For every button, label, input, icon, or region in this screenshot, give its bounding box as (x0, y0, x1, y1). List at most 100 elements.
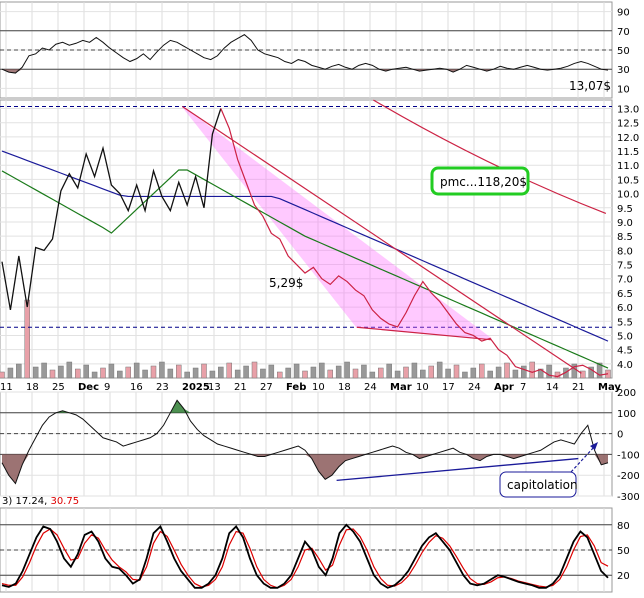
y-tick-cci: 100 (617, 409, 636, 420)
x-tick-label: 7 (520, 382, 526, 393)
x-tick-label: 18 (338, 382, 351, 393)
y-tick-rsi: 50 (617, 46, 630, 57)
y-tick-rsi: 30 (617, 65, 630, 76)
x-tick-label: 27 (260, 382, 273, 393)
y-tick-price: 6.0 (617, 303, 633, 314)
volume-bar (319, 362, 325, 379)
capitolation-arrowhead (590, 442, 598, 450)
volume-bar (75, 368, 81, 379)
volume-bar (428, 365, 434, 379)
volume-bar (24, 299, 30, 379)
volume-bar (588, 366, 594, 379)
volume-bar (16, 363, 22, 379)
x-tick-label: 10 (312, 382, 325, 393)
y-tick-price: 5.0 (617, 331, 633, 342)
volume-bar (403, 366, 409, 379)
price-panel (0, 99, 612, 379)
x-tick-label: 21 (572, 382, 585, 393)
volume-bar (335, 365, 342, 379)
x-tick-label: Mar (390, 382, 412, 393)
price-529-label: 5,29$ (269, 276, 303, 290)
volume-bar (58, 365, 64, 379)
y-tick-rsi: 90 (617, 8, 630, 19)
volume-bar (504, 362, 510, 379)
stoch-k-value: 17.24 (15, 496, 44, 507)
y-tick-cci: -200 (617, 471, 640, 482)
volume-bar (218, 366, 224, 379)
volume-bar (32, 366, 39, 379)
y-tick-price: 10.5 (617, 175, 639, 186)
volume-bar (49, 369, 56, 379)
y-tick-price: 8.0 (617, 246, 633, 257)
y-tick-price: 12.0 (617, 133, 639, 144)
stoch-k-line (1, 523, 609, 589)
x-tick-label: 21 (234, 382, 247, 393)
y-tick-price: 10.0 (617, 190, 639, 201)
pmc-box (430, 166, 530, 196)
y-tick-price: 4.0 (617, 360, 633, 371)
volume-bar (479, 363, 485, 379)
volume-bar (234, 369, 241, 379)
volume-bar (100, 367, 106, 379)
x-tick-label: 11 (0, 382, 13, 393)
y-tick-price: 7.5 (617, 261, 633, 272)
axis-layer: 907050301013.012.512.011.511.010.510.09.… (0, 8, 640, 583)
volume-bar (462, 371, 468, 379)
y-tick-stoch: 50 (617, 546, 630, 557)
y-tick-price: 12.5 (617, 119, 639, 130)
x-tick-label: 25 (52, 382, 65, 393)
volume-bar (293, 363, 300, 379)
y-tick-price: 11.0 (617, 161, 639, 172)
volume-bar (243, 365, 249, 379)
volume-bar (420, 369, 426, 379)
stochastic-panel (1, 523, 609, 589)
y-tick-price: 9.0 (617, 218, 633, 229)
volume-bar (546, 364, 552, 379)
volume-bar (378, 367, 384, 379)
y-tick-cci: 200 (617, 388, 636, 399)
y-tick-rsi: 10 (617, 84, 630, 95)
volume-bar (310, 366, 317, 379)
volume-bar (133, 362, 140, 379)
capitolation-label: capitolation (507, 478, 578, 492)
volume-bar (411, 362, 418, 379)
volume-bar (369, 371, 376, 379)
capitolation-box (499, 471, 577, 498)
stoch-header: 3) 17.24, 30.75 (2, 496, 79, 507)
volume-bar (487, 370, 493, 379)
y-tick-price: 5.5 (617, 317, 633, 328)
volume-bar (260, 368, 266, 379)
frame-price (0, 99, 613, 379)
price-13-label: 13,07$ (569, 79, 611, 93)
volume-bar (176, 364, 182, 379)
x-tick-label: 17 (442, 382, 455, 393)
x-tick-label: 24 (364, 382, 377, 393)
volume-bar (108, 363, 115, 379)
volume-bar (142, 369, 148, 379)
x-tick-label: 2025 (182, 382, 210, 393)
resistance-trendline (182, 106, 582, 374)
panel-frames (0, 1, 613, 593)
volume-bar (83, 364, 89, 379)
volume-bar (571, 363, 578, 379)
volume-bar (192, 367, 199, 379)
volume-bar (302, 370, 308, 379)
blue-moving-average (1, 150, 609, 342)
x-tick-label: 14 (546, 382, 559, 393)
volume-bar (201, 363, 207, 379)
price-line (1, 108, 222, 311)
x-tick-label: 10 (416, 382, 429, 393)
x-tick-label: 18 (26, 382, 39, 393)
volume-bar (184, 371, 190, 379)
volume-bar (361, 364, 367, 379)
volume-bar (394, 370, 401, 379)
volume-bar (125, 366, 131, 379)
volume-bar (596, 362, 603, 379)
y-tick-price: 9.5 (617, 204, 633, 215)
volume-bar (470, 367, 477, 379)
volume-bar (117, 370, 123, 379)
x-tick-label: 23 (156, 382, 169, 393)
volume-bar (512, 369, 519, 379)
volume-bar (285, 367, 291, 379)
